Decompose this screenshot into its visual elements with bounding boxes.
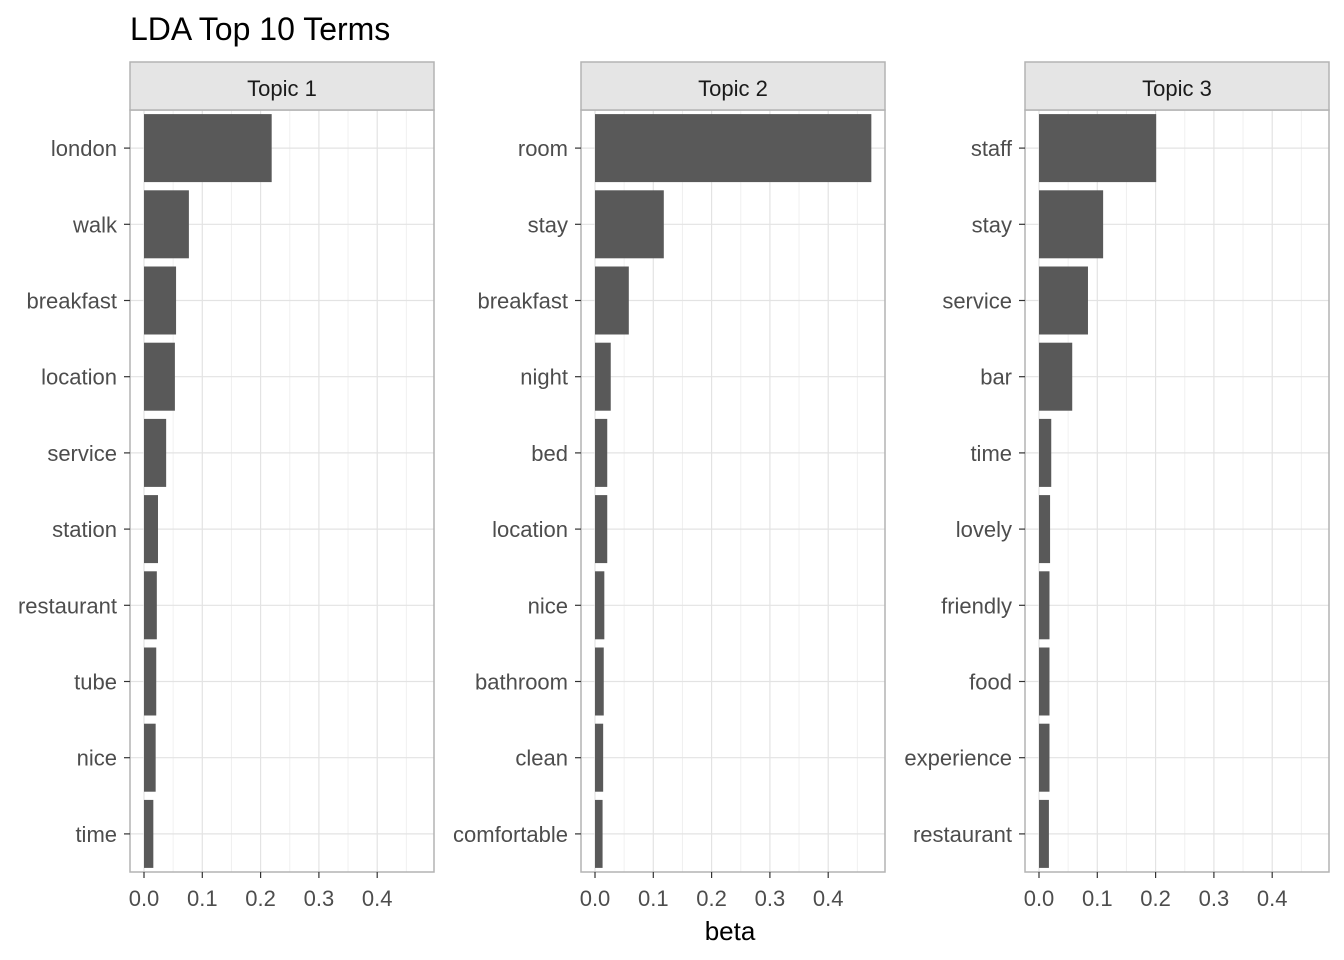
bar-staff bbox=[1039, 114, 1157, 183]
bar-nice bbox=[144, 723, 156, 792]
bar-location bbox=[144, 342, 175, 411]
bar-bed bbox=[595, 418, 608, 487]
y-tick-label: breakfast bbox=[478, 289, 569, 314]
bar-bar bbox=[1039, 342, 1073, 411]
bar-breakfast bbox=[144, 266, 177, 335]
bar-clean bbox=[595, 723, 604, 792]
bar-room bbox=[595, 114, 872, 183]
x-tick-label: 0.1 bbox=[638, 886, 669, 911]
y-tick-label: service bbox=[47, 441, 117, 466]
y-tick-label: night bbox=[520, 365, 568, 390]
x-tick-label: 0.0 bbox=[129, 886, 160, 911]
x-tick-label: 0.2 bbox=[1140, 886, 1171, 911]
bar-lovely bbox=[1039, 495, 1051, 564]
bar-food bbox=[1039, 647, 1050, 716]
x-axis-title: beta bbox=[705, 916, 756, 946]
y-tick-label: experience bbox=[904, 746, 1012, 771]
bar-experience bbox=[1039, 723, 1050, 792]
bar-comfortable bbox=[595, 799, 603, 868]
facet-panel-2: Topic 2 room stay breakfast night bed location… bbox=[453, 61, 886, 911]
bar-walk bbox=[144, 190, 189, 259]
bar-station bbox=[144, 495, 158, 564]
y-tick-label: lovely bbox=[956, 517, 1012, 542]
y-tick-label: walk bbox=[72, 212, 118, 237]
y-tick-label: friendly bbox=[941, 593, 1012, 618]
y-tick-label: service bbox=[942, 289, 1012, 314]
y-tick-label: london bbox=[51, 136, 117, 161]
x-tick-label: 0.3 bbox=[755, 886, 786, 911]
facet-strip-label: Topic 1 bbox=[247, 76, 317, 101]
bar-breakfast bbox=[595, 266, 629, 335]
facet-panels: Topic 1 london walk breakfast location servic… bbox=[18, 61, 1330, 911]
bar-restaurant bbox=[144, 571, 157, 640]
bar-service bbox=[144, 418, 167, 487]
bar-bathroom bbox=[595, 647, 604, 716]
y-tick-label: bathroom bbox=[475, 670, 568, 695]
bar-restaurant bbox=[1039, 799, 1049, 868]
y-tick-label: bed bbox=[531, 441, 568, 466]
facet-strip-label: Topic 3 bbox=[1142, 76, 1212, 101]
facet-strip bbox=[580, 61, 886, 111]
bar-london bbox=[144, 114, 272, 183]
bar-service bbox=[1039, 266, 1088, 335]
facet-panel-3: Topic 3 staff stay service bar time lovely frie… bbox=[904, 61, 1330, 911]
x-tick-label: 0.4 bbox=[362, 886, 393, 911]
y-tick-label: food bbox=[969, 670, 1012, 695]
bar-tube bbox=[144, 647, 157, 716]
y-tick-label: location bbox=[492, 517, 568, 542]
x-tick-label: 0.3 bbox=[1199, 886, 1230, 911]
y-tick-label: nice bbox=[528, 593, 568, 618]
bar-night bbox=[595, 342, 611, 411]
y-tick-label: staff bbox=[971, 136, 1013, 161]
x-tick-label: 0.3 bbox=[304, 886, 335, 911]
y-tick-label: stay bbox=[972, 212, 1012, 237]
bar-friendly bbox=[1039, 571, 1050, 640]
y-tick-label: restaurant bbox=[18, 593, 117, 618]
y-tick-label: breakfast bbox=[27, 289, 118, 314]
bar-time bbox=[1039, 418, 1052, 487]
x-tick-label: 0.1 bbox=[1082, 886, 1113, 911]
x-tick-label: 0.4 bbox=[1257, 886, 1288, 911]
chart-title: LDA Top 10 Terms bbox=[130, 11, 390, 47]
facet-strip bbox=[1024, 61, 1330, 111]
facet-panel-1: Topic 1 london walk breakfast location servic… bbox=[18, 61, 435, 911]
y-tick-label: comfortable bbox=[453, 822, 568, 847]
x-tick-label: 0.1 bbox=[187, 886, 218, 911]
facet-strip-label: Topic 2 bbox=[698, 76, 768, 101]
x-tick-label: 0.0 bbox=[1024, 886, 1055, 911]
y-tick-label: bar bbox=[980, 365, 1012, 390]
bar-stay bbox=[595, 190, 664, 259]
y-tick-label: restaurant bbox=[913, 822, 1012, 847]
y-tick-label: room bbox=[518, 136, 568, 161]
x-tick-label: 0.0 bbox=[580, 886, 611, 911]
bar-time bbox=[144, 799, 154, 868]
bar-stay bbox=[1039, 190, 1104, 259]
x-tick-label: 0.2 bbox=[245, 886, 276, 911]
bar-location bbox=[595, 495, 608, 564]
y-tick-label: time bbox=[970, 441, 1012, 466]
y-tick-label: clean bbox=[515, 746, 568, 771]
y-tick-label: location bbox=[41, 365, 117, 390]
facet-strip bbox=[129, 61, 435, 111]
y-tick-label: tube bbox=[74, 670, 117, 695]
x-tick-label: 0.4 bbox=[813, 886, 844, 911]
bar-nice bbox=[595, 571, 605, 640]
x-tick-label: 0.2 bbox=[696, 886, 727, 911]
y-tick-label: station bbox=[52, 517, 117, 542]
y-tick-label: time bbox=[75, 822, 117, 847]
y-tick-label: stay bbox=[528, 212, 568, 237]
y-tick-label: nice bbox=[77, 746, 117, 771]
